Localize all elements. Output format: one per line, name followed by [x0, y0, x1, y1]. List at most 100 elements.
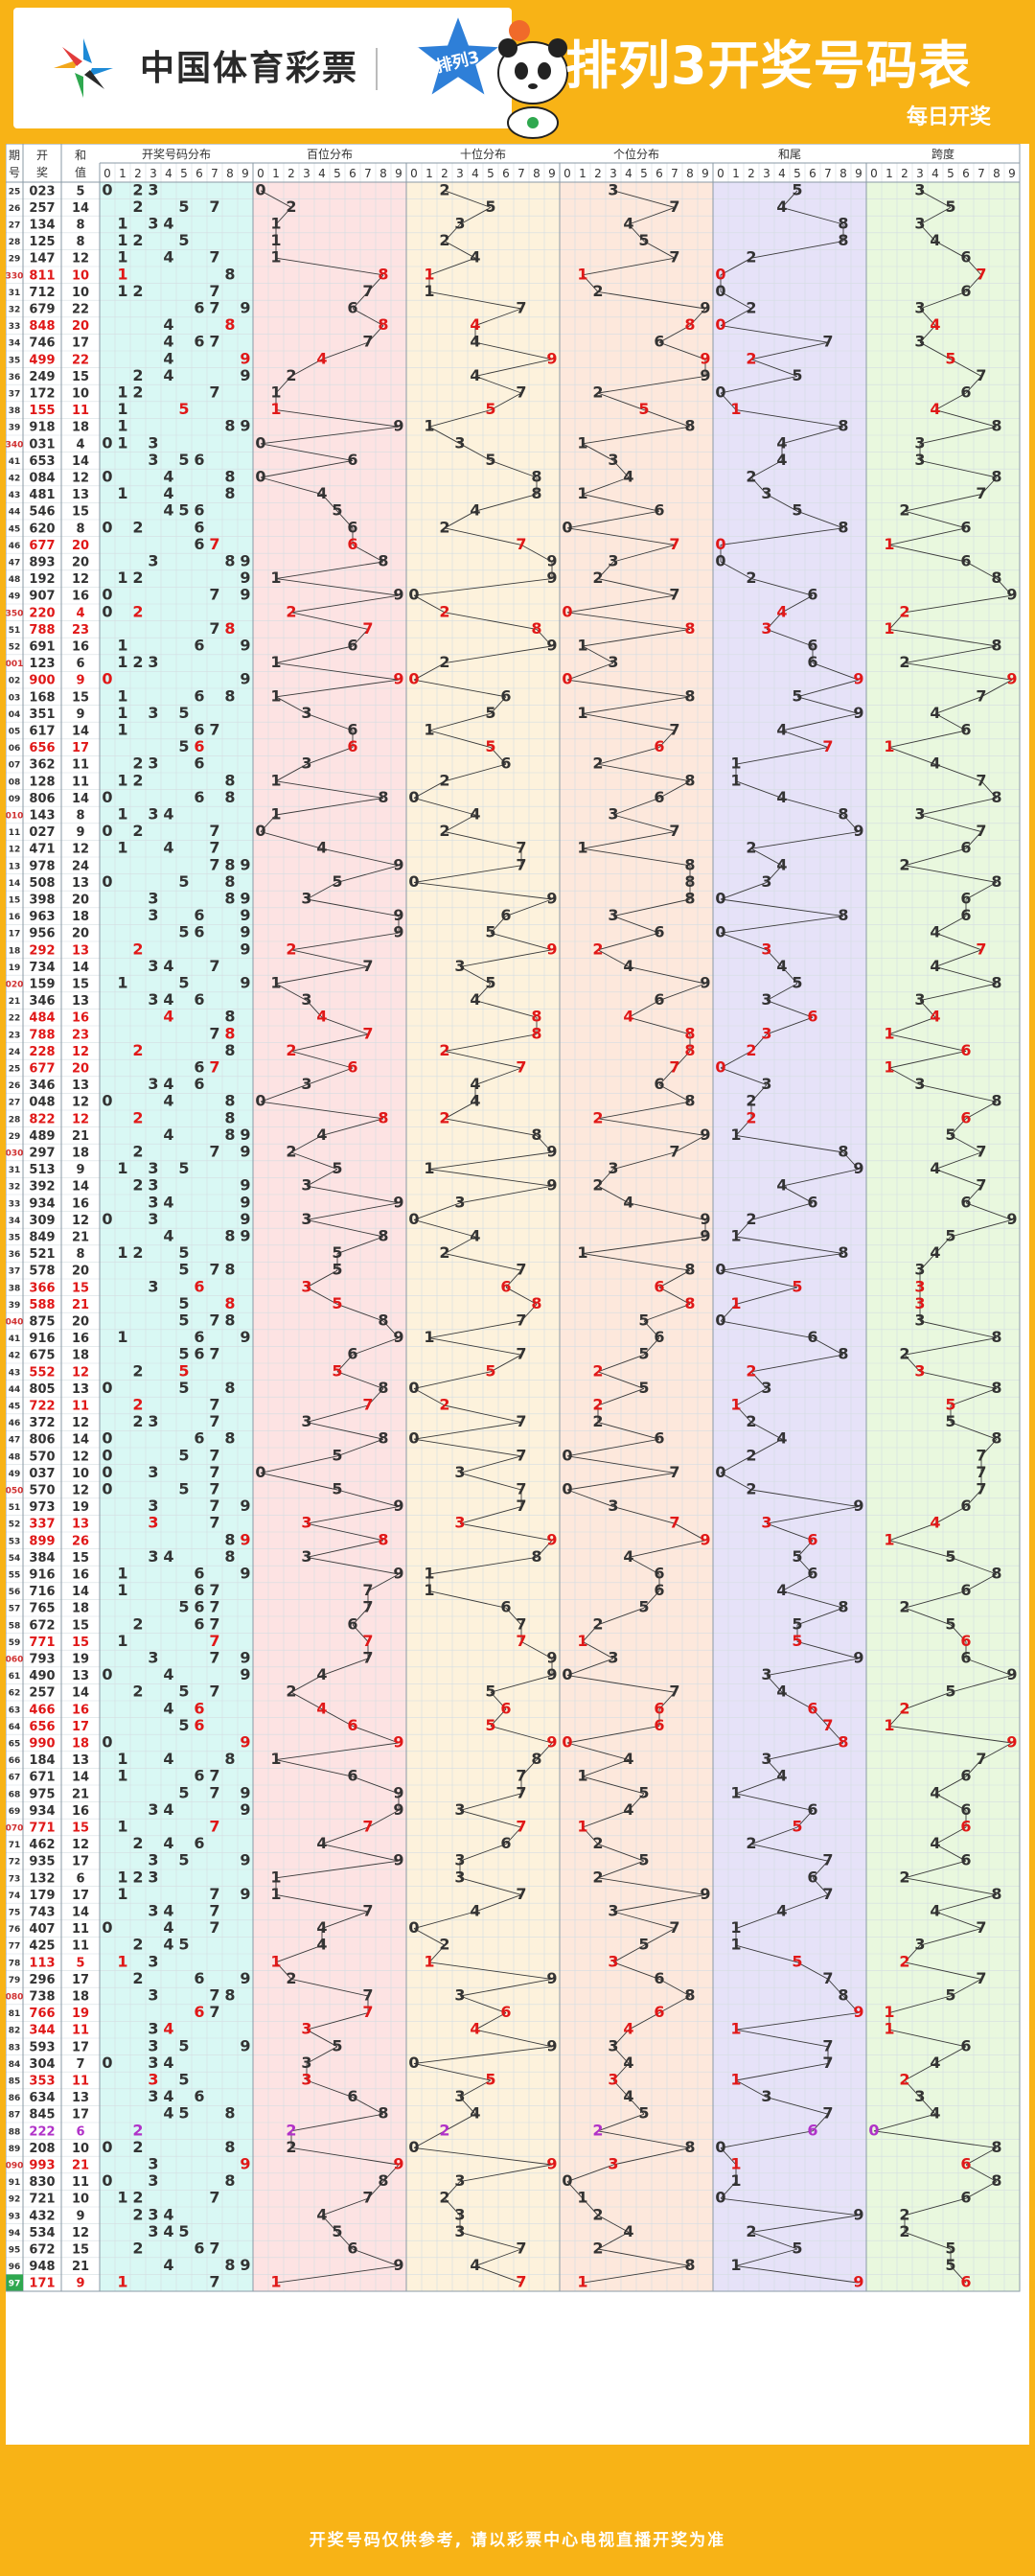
draw-number: 848 [29, 319, 55, 334]
tens-digit: 6 [500, 1598, 511, 1616]
distribution-digit: 6 [194, 1429, 204, 1448]
span-trend-line [950, 1556, 998, 1575]
hundreds-trend-line [260, 459, 354, 478]
span-trend-line [950, 1118, 967, 1136]
period-label: 74 [9, 1891, 21, 1901]
tens-trend-line [428, 712, 492, 731]
span-digit: 3 [914, 990, 925, 1009]
hundreds-trend-line [321, 1658, 369, 1677]
distribution-digit: 2 [132, 2138, 143, 2156]
tens-trend-line [505, 1287, 538, 1305]
draw-number: 918 [29, 421, 55, 435]
hundreds-digit: 7 [362, 2003, 373, 2021]
sum-value: 15 [72, 2243, 89, 2258]
span-digit: 9 [1006, 586, 1017, 604]
hundreds-trend-line [321, 847, 400, 867]
sum-value: 9 [76, 825, 84, 840]
distribution-digit: 6 [194, 637, 204, 655]
distribution-digit: 5 [178, 1783, 189, 1801]
hundreds-digit: 1 [270, 231, 281, 249]
units-trend-line [597, 949, 630, 967]
span-trend-line [888, 527, 967, 545]
hundreds-trend-line [306, 1556, 400, 1575]
units-digit: 1 [577, 1767, 587, 1785]
digit-axis-label: 7 [824, 167, 832, 180]
span-digit: 5 [945, 349, 955, 367]
tens-trend-line [474, 1067, 522, 1086]
span-trend-line [904, 1877, 998, 1895]
sum-value: 12 [72, 843, 89, 857]
period-label: 87 [9, 2111, 21, 2121]
distribution-digit: 2 [132, 1936, 143, 1954]
span-digit: 5 [945, 1683, 955, 1701]
period-label: 46 [9, 1419, 21, 1428]
units-digit: 9 [700, 299, 710, 317]
period-label: 67 [9, 1774, 21, 1783]
tail-digit: 8 [838, 518, 848, 536]
tens-trend-line [428, 426, 461, 445]
sum-value: 6 [76, 657, 84, 671]
span-trend-line [919, 308, 936, 326]
sum-value: 9 [76, 2277, 84, 2291]
distribution-digit: 9 [240, 1969, 250, 1987]
tens-digit: 7 [516, 1497, 526, 1515]
left-columns-bg [6, 182, 100, 2291]
span-trend-line [950, 1624, 967, 1642]
period-label: 060 [6, 1656, 23, 1665]
distribution-digit: 6 [194, 788, 204, 806]
distribution-digit: 3 [148, 1277, 158, 1295]
tens-digit: 0 [408, 1210, 419, 1228]
draw-number: 222 [29, 2124, 55, 2139]
span-digit: 6 [960, 1818, 971, 1836]
span-digit: 2 [899, 2205, 909, 2223]
hundreds-digit: 4 [316, 839, 327, 857]
distribution-digit: 1 [117, 653, 127, 671]
hundreds-digit: 9 [393, 906, 403, 924]
distribution-digit: 9 [240, 855, 250, 873]
tail-trend-line [796, 1640, 860, 1659]
tail-trend-line [720, 2130, 814, 2148]
distribution-digit: 9 [240, 906, 250, 924]
tens-trend-line [444, 527, 522, 545]
tens-digit: 4 [470, 2104, 480, 2123]
span-digit: 7 [976, 822, 986, 840]
sum-value: 18 [72, 1990, 89, 2005]
hundreds-trend-line [290, 1675, 323, 1693]
units-trend-line [582, 645, 614, 663]
units-trend-line [628, 223, 645, 242]
tens-trend-line [413, 594, 446, 614]
tail-digit: 6 [807, 1800, 817, 1819]
span-trend-line [904, 2079, 921, 2098]
distribution-digit: 6 [194, 906, 204, 924]
tens-trend-line [459, 1844, 507, 1862]
span-digit: 3 [914, 1936, 925, 1954]
period-label: 25 [9, 1065, 21, 1075]
draw-number: 672 [29, 2243, 55, 2258]
hundreds-trend-line [290, 932, 400, 951]
span-digit: 3 [914, 1277, 925, 1295]
distribution-digit: 3 [148, 957, 158, 975]
tens-digit: 8 [531, 619, 541, 638]
hundreds-trend-line [352, 1775, 400, 1795]
digit-axis-label: 1 [886, 167, 893, 180]
tens-digit: 3 [454, 2205, 465, 2223]
tail-trend-line [766, 1016, 814, 1035]
tail-trend-line [735, 2248, 798, 2267]
span-digit: 8 [991, 1379, 1001, 1397]
hundreds-digit: 8 [378, 1530, 388, 1548]
tens-trend-line [428, 1320, 522, 1339]
span-digit: 8 [991, 569, 1001, 587]
units-digit: 3 [608, 1952, 618, 1970]
tail-digit: 4 [776, 1581, 787, 1599]
draw-number: 849 [29, 1231, 55, 1245]
span-digit: 8 [991, 2171, 1001, 2190]
span-trend-line [965, 376, 982, 394]
span-digit: 2 [899, 855, 909, 873]
sum-value: 8 [76, 1247, 84, 1262]
tail-trend-line [750, 1084, 768, 1102]
tens-digit: 0 [408, 586, 419, 604]
hundreds-trend-line [352, 2097, 384, 2115]
units-digit: 5 [638, 1783, 649, 1801]
tail-digit: 1 [730, 400, 741, 418]
hundreds-digit: 9 [393, 1497, 403, 1515]
